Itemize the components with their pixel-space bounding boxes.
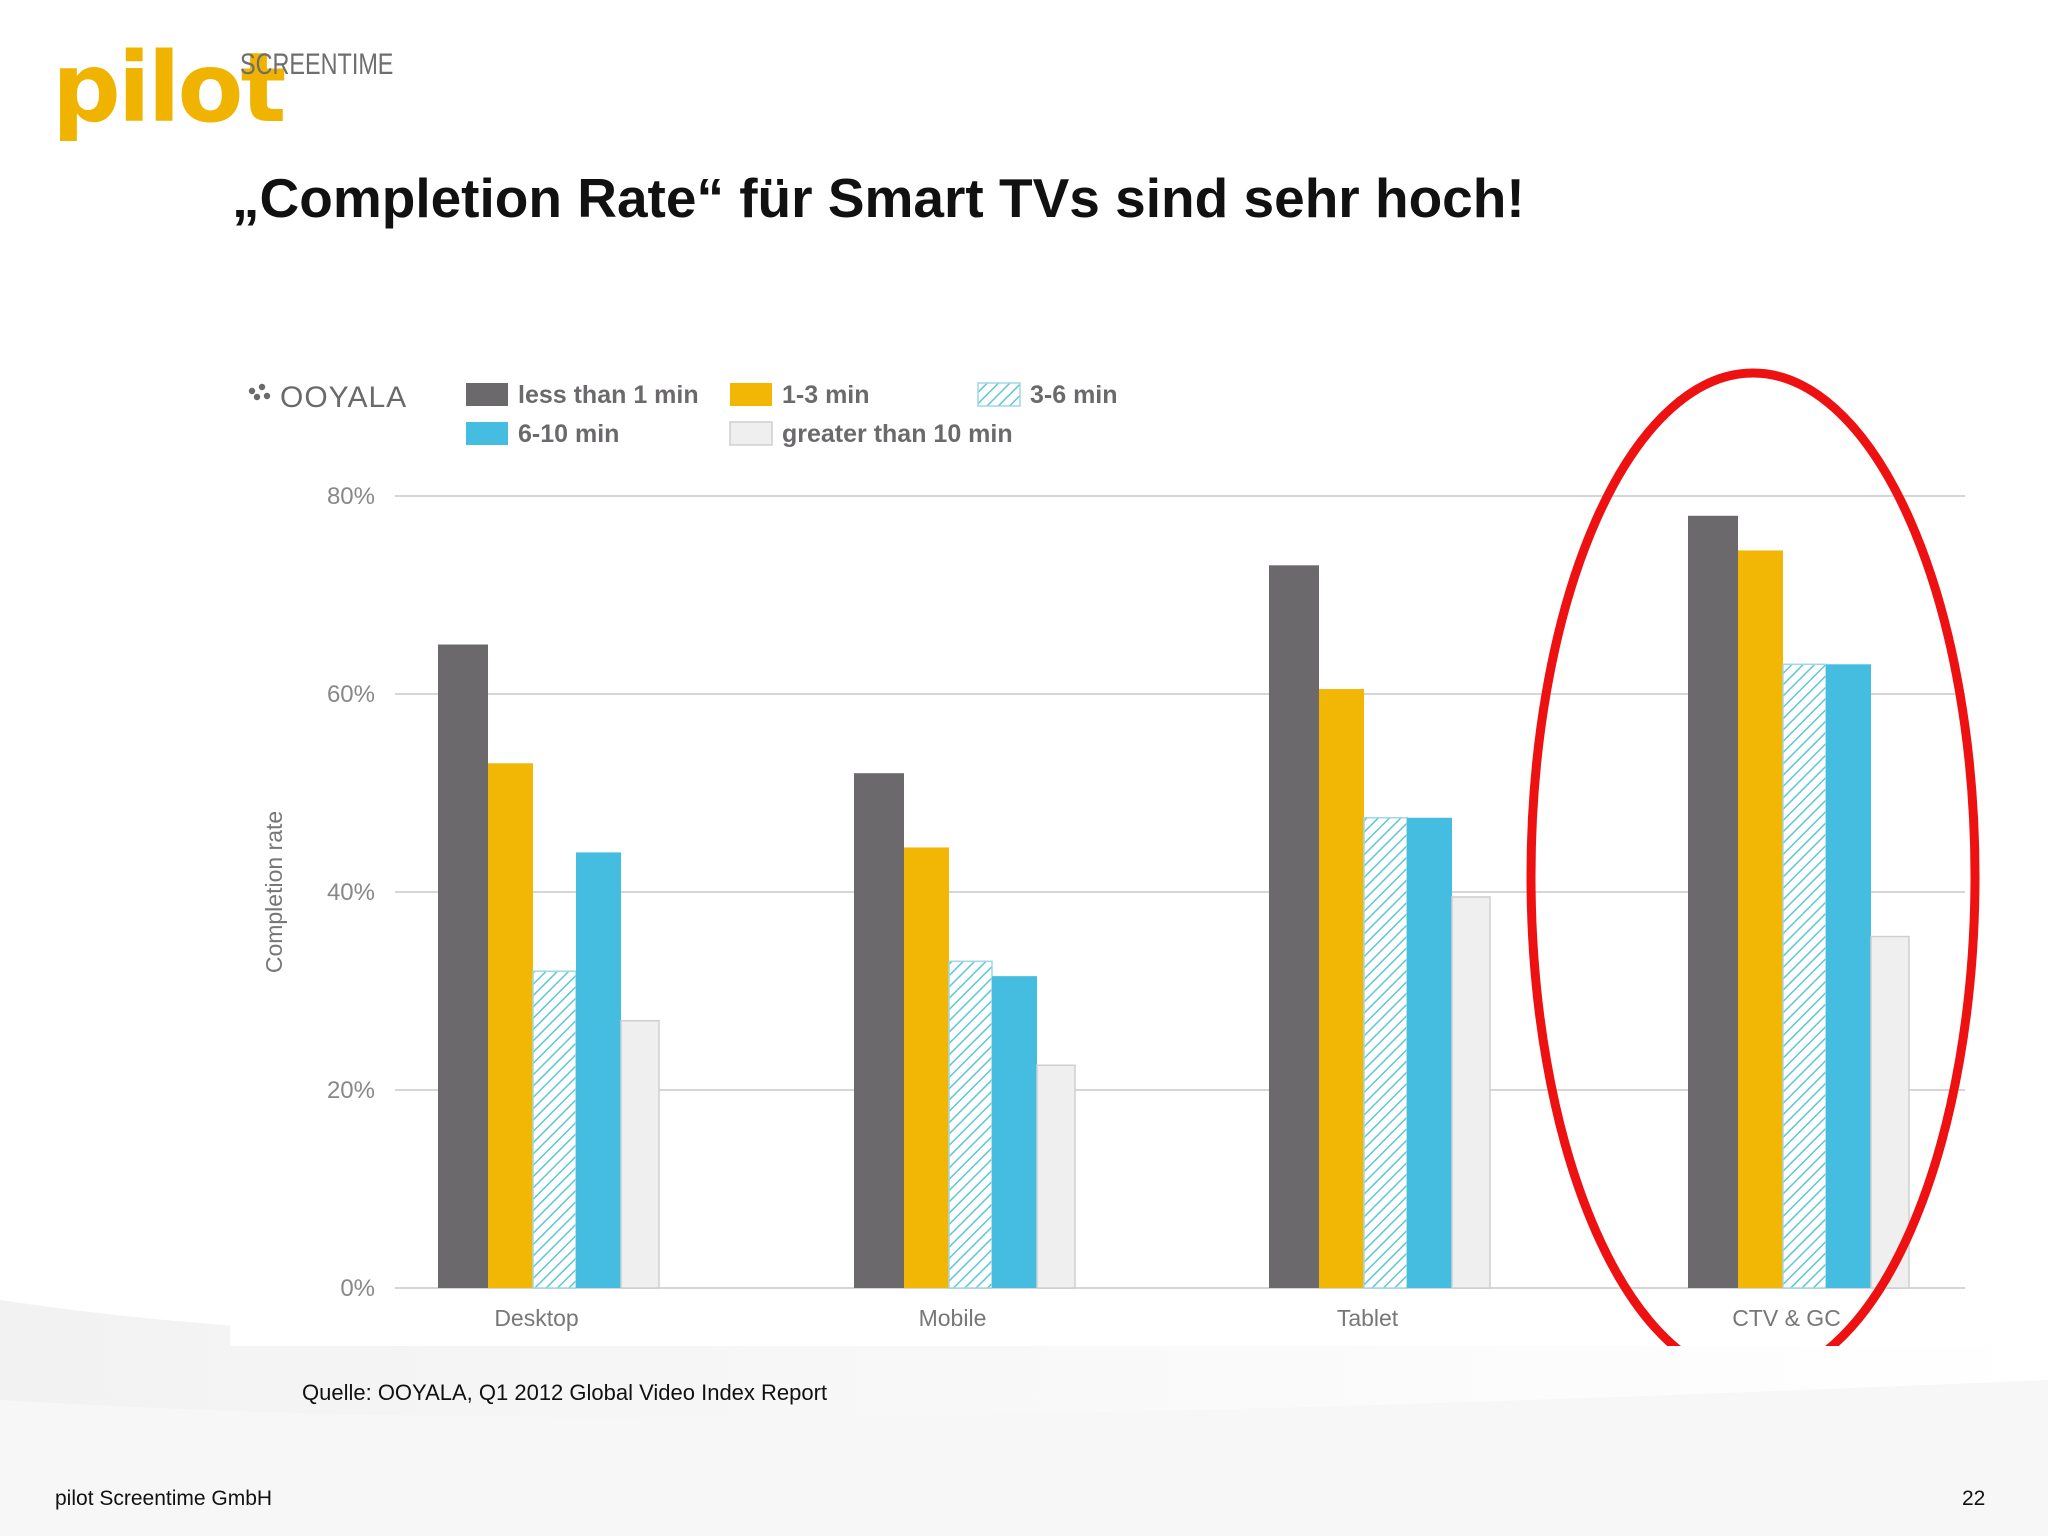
bar	[1319, 689, 1364, 1288]
legend-label: 6-10 min	[518, 420, 619, 448]
x-tick-label: Mobile	[919, 1305, 987, 1331]
bar	[1782, 663, 1827, 1289]
pilot-logo: pilot SCREENTIME	[52, 32, 393, 144]
bar	[1036, 1064, 1076, 1289]
legend-swatch	[466, 422, 508, 445]
source-note: Quelle: OOYALA, Q1 2012 Global Video Ind…	[302, 1380, 828, 1405]
legend-swatch	[977, 382, 1021, 407]
slide-title: „Completion Rate“ für Smart TVs sind seh…	[232, 167, 1525, 229]
bar	[620, 1019, 660, 1289]
y-tick-label: 40%	[327, 879, 375, 906]
bars	[438, 515, 1910, 1289]
legend-label: 3-6 min	[1030, 381, 1118, 409]
logo-subtitle: SCREENTIME	[240, 48, 394, 81]
legend-label: greater than 10 min	[782, 420, 1013, 448]
legend: less than 1 min 1-3 min 3-6 min 6-10 min gre…	[466, 381, 1118, 448]
logo-wordmark: pilot	[52, 32, 286, 144]
y-tick-label: 80%	[327, 483, 375, 510]
bar	[1870, 935, 1910, 1289]
bar-group	[1269, 565, 1491, 1289]
legend-swatch	[729, 421, 773, 446]
bar-group	[854, 773, 1076, 1289]
ooyala-wordmark: OOYALA	[280, 381, 407, 414]
legend-item: 3-6 min	[977, 381, 1118, 409]
y-axis-label: Completion rate	[261, 811, 287, 973]
legend-item: 1-3 min	[730, 381, 870, 409]
bar	[1688, 515, 1738, 1288]
y-tick-label: 60%	[327, 681, 375, 708]
ooyala-brand: OOYALA	[248, 381, 407, 414]
bar	[438, 644, 488, 1288]
bar	[854, 773, 904, 1288]
bar-group	[438, 644, 660, 1289]
x-tick-label: CTV & GC	[1732, 1305, 1841, 1331]
bar	[904, 847, 949, 1288]
bar	[532, 970, 577, 1289]
bar	[1826, 664, 1871, 1288]
ooyala-dots-icon	[248, 383, 271, 401]
legend-item: less than 1 min	[466, 381, 699, 409]
y-tick-label: 20%	[327, 1077, 375, 1104]
bar	[1363, 817, 1408, 1289]
x-tick-label: Desktop	[494, 1305, 578, 1331]
bar	[488, 763, 533, 1288]
highlight-ellipse	[1526, 368, 1980, 1346]
bar	[992, 976, 1037, 1288]
legend-item: 6-10 min	[466, 420, 619, 448]
x-axis-ticks: Desktop Mobile Tablet CTV & GC	[494, 1305, 1841, 1331]
legend-swatch	[730, 383, 772, 406]
bar	[948, 960, 993, 1289]
completion-rate-chart: OOYALA less than 1 min 1-3 min 3-6 min 6-10…	[248, 368, 1980, 1346]
x-tick-label: Tablet	[1337, 1305, 1399, 1331]
bar	[576, 852, 621, 1288]
y-tick-label: 0%	[340, 1275, 375, 1302]
bar	[1269, 565, 1319, 1288]
bar-group	[1688, 515, 1910, 1289]
legend-swatch	[466, 383, 508, 406]
legend-label: 1-3 min	[782, 381, 870, 409]
page-number: 22	[1962, 1487, 1986, 1510]
bar	[1738, 550, 1783, 1288]
footer-company: pilot Screentime GmbH	[55, 1487, 273, 1510]
y-axis-ticks: 0% 20% 40% 60% 80%	[327, 483, 375, 1302]
bar	[1407, 817, 1452, 1288]
chart-panel: OOYALA less than 1 min 1-3 min 3-6 min 6-10…	[230, 336, 1990, 1346]
legend-item: greater than 10 min	[729, 420, 1013, 448]
legend-label: less than 1 min	[518, 381, 699, 409]
bar	[1451, 896, 1491, 1289]
